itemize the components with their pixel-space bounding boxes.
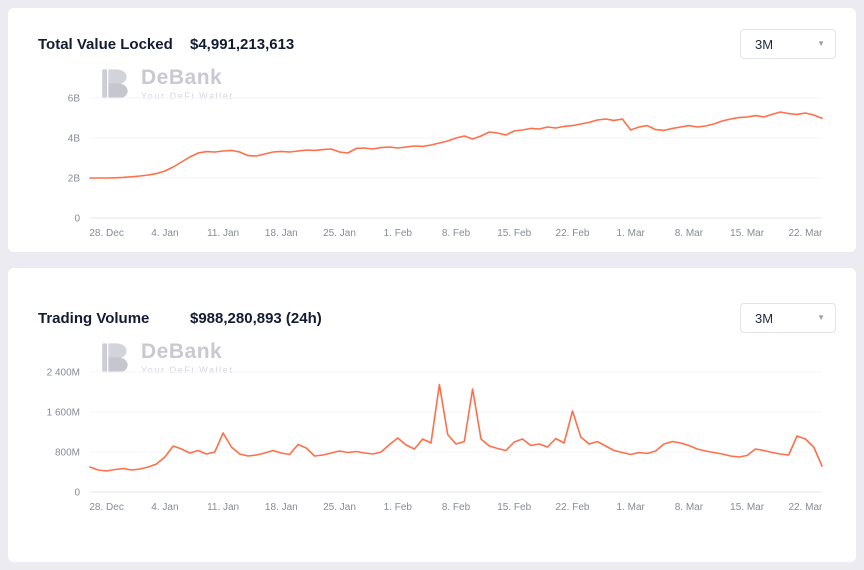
svg-text:1. Feb: 1. Feb	[384, 502, 413, 513]
tvl-range-select[interactable]: 3M ▼	[740, 29, 836, 59]
svg-text:800M: 800M	[55, 448, 80, 459]
svg-text:22. Feb: 22. Feb	[556, 502, 590, 513]
svg-text:2B: 2B	[68, 174, 81, 185]
svg-text:1 600M: 1 600M	[47, 408, 80, 419]
svg-text:28. Dec: 28. Dec	[89, 502, 123, 513]
volume-chart-wrap: DeBank Your DeFi Wallet 0 800M 1 600M 2 400…	[38, 338, 836, 516]
svg-text:18. Jan: 18. Jan	[265, 502, 298, 513]
svg-text:15. Feb: 15. Feb	[497, 228, 531, 239]
volume-title: Trading Volume	[38, 309, 150, 327]
chevron-down-icon: ▼	[817, 313, 825, 322]
volume-range-label: 3M	[755, 310, 774, 326]
svg-text:4. Jan: 4. Jan	[151, 502, 178, 513]
volume-value: $988,280,893 (24h)	[190, 309, 322, 327]
svg-text:15. Feb: 15. Feb	[497, 502, 531, 513]
svg-text:8. Mar: 8. Mar	[675, 228, 704, 239]
svg-text:25. Jan: 25. Jan	[323, 502, 356, 513]
svg-text:2 400M: 2 400M	[47, 368, 80, 379]
svg-text:22. Mar: 22. Mar	[788, 502, 823, 513]
svg-text:1. Feb: 1. Feb	[384, 228, 413, 239]
svg-text:18. Jan: 18. Jan	[265, 228, 298, 239]
svg-text:8. Feb: 8. Feb	[442, 228, 471, 239]
svg-text:11. Jan: 11. Jan	[207, 228, 239, 239]
svg-text:15. Mar: 15. Mar	[730, 502, 765, 513]
tvl-card: Total Value Locked $4,991,213,613 3M ▼ D…	[8, 8, 856, 252]
volume-chart[interactable]: 0 800M 1 600M 2 400M 28. Dec 4. Jan 11. Jan 18.…	[38, 338, 836, 516]
svg-text:0: 0	[74, 488, 80, 499]
svg-text:4. Jan: 4. Jan	[151, 228, 178, 239]
svg-text:0: 0	[74, 214, 80, 225]
svg-text:1. Mar: 1. Mar	[617, 502, 646, 513]
svg-text:8. Feb: 8. Feb	[442, 502, 471, 513]
tvl-range-label: 3M	[755, 36, 774, 52]
svg-text:22. Mar: 22. Mar	[788, 228, 823, 239]
svg-text:1. Mar: 1. Mar	[617, 228, 646, 239]
tvl-chart[interactable]: 0 2B 4B 6B 28. Dec 4. Jan 11. Jan 18. Jan 25. Ja…	[38, 64, 836, 242]
volume-card: Trading Volume $988,280,893 (24h) 3M ▼ D…	[8, 268, 856, 562]
tvl-card-header: Total Value Locked $4,991,213,613 3M ▼	[38, 24, 836, 64]
tvl-title: Total Value Locked	[38, 35, 173, 53]
svg-text:28. Dec: 28. Dec	[89, 228, 123, 239]
chevron-down-icon: ▼	[817, 39, 825, 48]
svg-text:4B: 4B	[68, 134, 81, 145]
svg-text:8. Mar: 8. Mar	[675, 502, 704, 513]
tvl-value: $4,991,213,613	[190, 35, 295, 53]
svg-text:22. Feb: 22. Feb	[556, 228, 590, 239]
svg-text:11. Jan: 11. Jan	[207, 502, 239, 513]
svg-text:25. Jan: 25. Jan	[323, 228, 356, 239]
svg-text:6B: 6B	[68, 94, 81, 105]
volume-title-group: Trading Volume $988,280,893 (24h)	[38, 297, 322, 339]
volume-range-select[interactable]: 3M ▼	[740, 303, 836, 333]
tvl-chart-wrap: DeBank Your DeFi Wallet 0 2B 4B 6B 28. Dec 4.…	[38, 64, 836, 242]
tvl-title-group: Total Value Locked $4,991,213,613	[38, 23, 294, 65]
svg-text:15. Mar: 15. Mar	[730, 228, 765, 239]
volume-card-header: Trading Volume $988,280,893 (24h) 3M ▼	[38, 298, 836, 338]
